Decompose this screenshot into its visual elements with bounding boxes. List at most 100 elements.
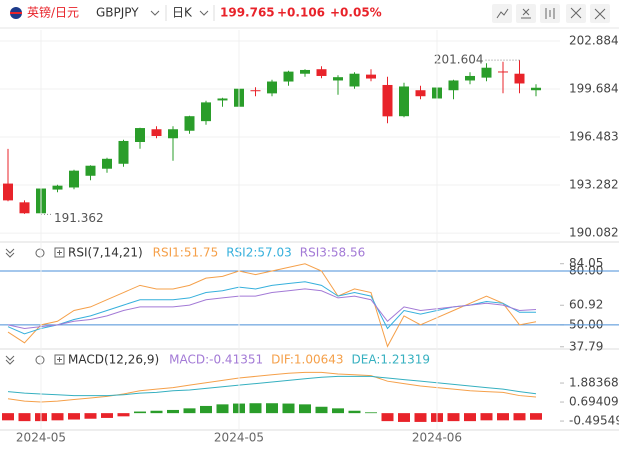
add-icon <box>57 250 62 255</box>
histogram-bar <box>497 413 509 421</box>
line <box>7 375 537 397</box>
candle-body <box>267 81 277 94</box>
candle-body <box>102 158 112 169</box>
candle-body <box>168 129 178 139</box>
histogram-bar <box>299 404 311 414</box>
histogram-bar <box>216 404 229 414</box>
legend-entry: MACD:-0.41351 <box>169 353 263 367</box>
candle-body <box>366 74 376 79</box>
histogram-bar <box>398 413 410 422</box>
add-icon <box>57 357 62 362</box>
legend-entry: RSI1:51.75 <box>153 246 219 260</box>
line <box>7 371 537 403</box>
candle-body <box>151 129 162 136</box>
tool-icon <box>545 8 555 19</box>
legend-entry: RSI2:57.03 <box>226 246 292 260</box>
candle-body <box>19 202 30 214</box>
candle-body <box>498 71 508 73</box>
histogram-bar <box>480 413 493 421</box>
histogram-bar <box>68 413 80 420</box>
histogram-bar <box>530 413 542 420</box>
panel-title: MACD(12,26,9) <box>68 353 159 367</box>
settings-icon[interactable] <box>35 355 45 365</box>
candle-body <box>217 98 228 101</box>
add-icon[interactable] <box>54 247 65 258</box>
tool-icon <box>521 8 531 19</box>
change: +0.106 <box>277 6 325 20</box>
candle-body <box>69 170 79 188</box>
y-tick-label: 196.483 <box>569 130 619 144</box>
histogram-bar <box>84 413 97 419</box>
collapse-icon[interactable] <box>5 248 15 258</box>
legend-entry: RSI3:58.56 <box>300 246 366 260</box>
y-tick-label: 1.88368 <box>569 376 619 390</box>
x-tick-label: 2024-06 <box>412 431 462 445</box>
settings-icon[interactable] <box>35 248 45 258</box>
candle-body <box>3 183 13 201</box>
tool-icon <box>570 7 582 19</box>
candle-body <box>531 87 541 91</box>
candle-body <box>85 165 96 176</box>
histogram-bar <box>2 413 14 421</box>
line <box>7 288 537 329</box>
candle-body <box>399 86 409 117</box>
pair-name[interactable]: 英镑/日元 <box>27 5 79 20</box>
annotation: 201.604 <box>434 53 484 67</box>
macd-header-icons <box>5 354 65 365</box>
candle-body <box>201 102 211 122</box>
histogram-bar <box>249 403 262 414</box>
legend-entry: DIF:1.00643 <box>271 353 343 367</box>
candle-body <box>316 69 327 76</box>
histogram-bar <box>167 409 179 414</box>
candle-body <box>481 67 492 78</box>
candle-body <box>382 84 393 117</box>
candle-body <box>465 75 475 81</box>
histogram-bar <box>365 412 377 414</box>
x-tick-label: 2024-05 <box>214 431 264 445</box>
y-tick-label: -0.49549 <box>569 414 619 428</box>
histogram-bar <box>348 410 361 414</box>
collapse-icon[interactable] <box>5 355 15 365</box>
histogram-bar <box>51 413 64 421</box>
histogram-bar <box>315 406 328 414</box>
candle-body <box>118 140 129 164</box>
histogram-bar <box>464 413 476 422</box>
line <box>7 281 537 335</box>
dropdown-arrow[interactable] <box>150 10 160 16</box>
y-tick-label: 202.884 <box>569 33 619 47</box>
y-tick-label: 60.92 <box>569 298 603 312</box>
line <box>7 263 537 348</box>
histogram-bar <box>282 403 295 414</box>
histogram-bar <box>447 413 460 422</box>
legend-entry: DEA:1.21319 <box>352 353 431 367</box>
candle-body <box>250 90 261 92</box>
histogram-bar <box>513 413 526 421</box>
histogram-bar <box>18 413 31 422</box>
histogram-bar <box>150 410 163 414</box>
candle-body <box>184 116 195 131</box>
price: 199.765 <box>220 6 275 20</box>
candle-body <box>135 128 145 143</box>
symbol[interactable]: GBPJPY <box>96 6 139 20</box>
change-pct: +0.05% <box>330 6 382 20</box>
candle-body <box>349 73 360 87</box>
candle-body <box>283 71 294 82</box>
add-icon[interactable] <box>54 354 65 365</box>
tool-icon <box>594 8 606 20</box>
tool-button[interactable] <box>516 4 536 23</box>
period[interactable]: 日K <box>172 6 193 20</box>
dropdown-arrow[interactable] <box>199 10 209 16</box>
annotation: 191.362 <box>54 211 104 225</box>
x-tick-label: 2024-05 <box>16 431 66 445</box>
y-tick-label: 37.79 <box>569 339 603 353</box>
tool-icon <box>496 8 509 19</box>
candle-body <box>415 90 426 97</box>
histogram-bar <box>101 413 113 418</box>
candle-body <box>448 80 459 91</box>
candle-body <box>52 185 63 190</box>
histogram-bar <box>414 413 427 422</box>
candle-body <box>333 77 343 81</box>
y-tick-label: 0.69409 <box>569 395 619 409</box>
